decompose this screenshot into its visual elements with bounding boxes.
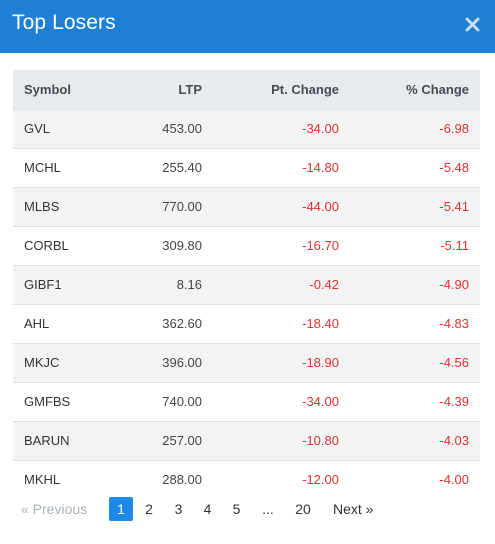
cell-pt-change: -44.00 — [302, 199, 339, 214]
column-header-pct-change[interactable]: % Change — [406, 81, 469, 97]
previous-page-link[interactable]: « Previous — [21, 501, 88, 517]
close-icon[interactable] — [463, 13, 481, 35]
table-row[interactable]: GVL 453.00 -34.00 -6.98 — [13, 109, 480, 148]
cell-symbol: GMFBS — [24, 394, 71, 409]
cell-symbol: GIBF1 — [24, 277, 62, 292]
table-row[interactable]: MKJC 396.00 -18.90 -4.56 — [13, 343, 480, 382]
column-header-symbol[interactable]: Symbol — [24, 81, 71, 97]
next-page-link[interactable]: Next » — [333, 501, 374, 517]
cell-ltp: 255.40 — [162, 160, 202, 175]
page-link-3[interactable]: 3 — [174, 501, 183, 517]
table-row[interactable]: GIBF1 8.16 -0.42 -4.90 — [13, 265, 480, 304]
table-row[interactable]: AHL 362.60 -18.40 -4.83 — [13, 304, 480, 343]
close-icon-glyph — [465, 17, 479, 31]
page-link-20[interactable]: 20 — [295, 501, 311, 517]
cell-symbol: AHL — [24, 316, 50, 331]
cell-symbol: MCHL — [24, 160, 61, 175]
cell-symbol: MKHL — [24, 472, 61, 488]
cell-symbol: BARUN — [24, 433, 70, 448]
table-body: GVL 453.00 -34.00 -6.98 MCHL 255.40 -14.… — [13, 109, 480, 499]
column-header-pt-change[interactable]: Pt. Change — [271, 81, 339, 97]
cell-symbol: MKJC — [24, 355, 60, 370]
table-row[interactable]: MLBS 770.00 -44.00 -5.41 — [13, 187, 480, 226]
cell-pct-change: -4.83 — [439, 316, 469, 331]
losers-table: Symbol LTP Pt. Change % Change GVL 453.0… — [13, 70, 480, 499]
cell-pct-change: -6.98 — [439, 121, 469, 136]
cell-pt-change: -12.00 — [302, 472, 339, 488]
table-header: Symbol LTP Pt. Change % Change — [13, 70, 480, 109]
cell-pt-change: -16.70 — [302, 238, 339, 253]
cell-pt-change: -18.40 — [302, 316, 339, 331]
cell-ltp: 362.60 — [162, 316, 202, 331]
page-link-5[interactable]: 5 — [232, 501, 241, 517]
cell-ltp: 740.00 — [162, 394, 202, 409]
cell-symbol: MLBS — [24, 199, 60, 214]
cell-pct-change: -4.90 — [439, 277, 469, 292]
cell-pt-change: -0.42 — [309, 277, 339, 292]
table-header-row: Symbol LTP Pt. Change % Change — [13, 70, 480, 109]
losers-table-container: Symbol LTP Pt. Change % Change GVL 453.0… — [13, 70, 480, 499]
cell-pt-change: -18.90 — [302, 355, 339, 370]
table-row[interactable]: MCHL 255.40 -14.80 -5.48 — [13, 148, 480, 187]
table-row[interactable]: GMFBS 740.00 -34.00 -4.39 — [13, 382, 480, 421]
cell-pct-change: -4.56 — [439, 355, 469, 370]
cell-pct-change: -5.48 — [439, 160, 469, 175]
cell-ltp: 453.00 — [162, 121, 202, 136]
table-row[interactable]: MKHL 288.00 -12.00 -4.00 — [13, 460, 480, 499]
cell-pt-change: -10.80 — [302, 433, 339, 448]
cell-ltp: 309.80 — [162, 238, 202, 253]
table-row[interactable]: BARUN 257.00 -10.80 -4.03 — [13, 421, 480, 460]
cell-pt-change: -14.80 — [302, 160, 339, 175]
cell-symbol: CORBL — [24, 238, 69, 253]
cell-symbol: GVL — [24, 121, 51, 136]
table-row[interactable]: CORBL 309.80 -16.70 -5.11 — [13, 226, 480, 265]
cell-pct-change: -5.41 — [439, 199, 469, 214]
page-link-4[interactable]: 4 — [203, 501, 212, 517]
cell-pct-change: -4.00 — [439, 472, 469, 488]
cell-ltp: 257.00 — [162, 433, 202, 448]
page-link-1[interactable]: 1 — [109, 497, 133, 521]
page-ellipsis: ... — [262, 501, 274, 517]
column-header-ltp[interactable]: LTP — [178, 81, 202, 97]
cell-pct-change: -4.03 — [439, 433, 469, 448]
modal-title: Top Losers — [12, 11, 116, 34]
cell-ltp: 396.00 — [162, 355, 202, 370]
cell-ltp: 770.00 — [162, 199, 202, 214]
cell-pt-change: -34.00 — [302, 121, 339, 136]
cell-ltp: 288.00 — [162, 472, 202, 488]
cell-pct-change: -4.39 — [439, 394, 469, 409]
cell-pct-change: -5.11 — [440, 238, 469, 253]
page-link-2[interactable]: 2 — [145, 501, 153, 517]
modal-header: Top Losers — [0, 0, 495, 53]
pagination: « Previous 1 2 3 4 5 ... 20 Next » — [13, 497, 397, 521]
cell-pt-change: -34.00 — [302, 394, 339, 409]
cell-ltp: 8.16 — [176, 277, 202, 292]
